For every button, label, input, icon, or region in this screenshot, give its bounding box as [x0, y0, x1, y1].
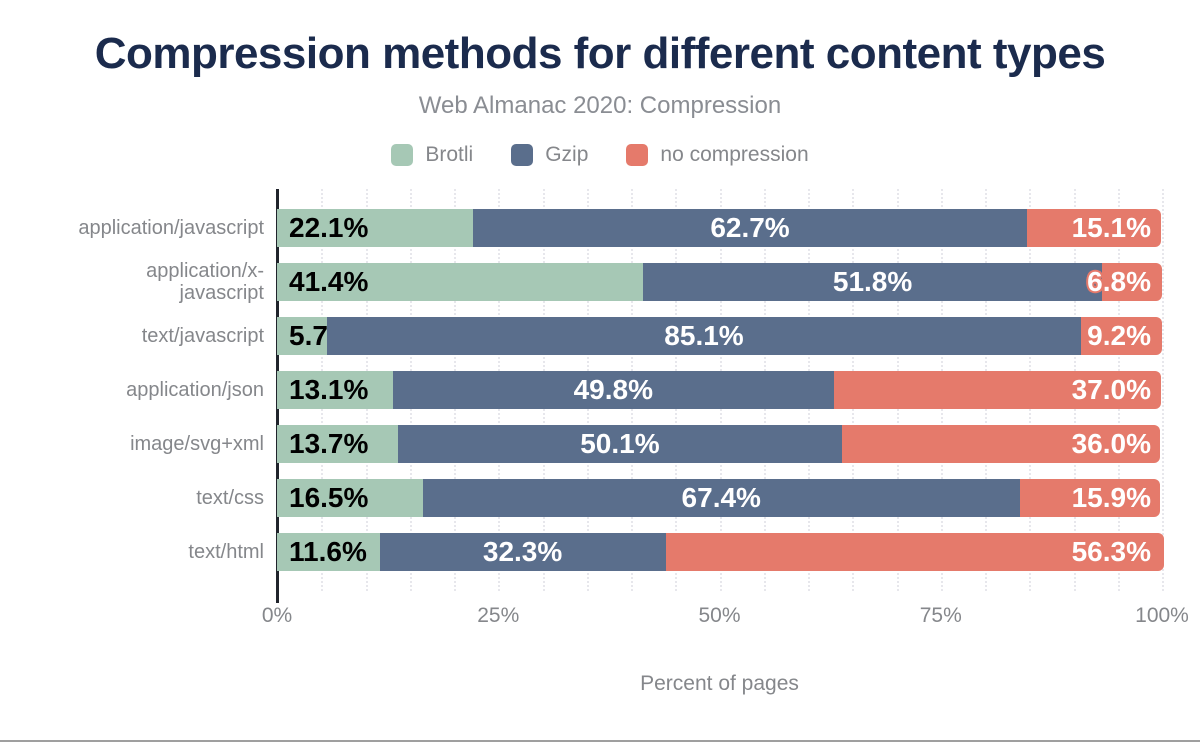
bar-row: 11.6% 32.3% 56.3% [277, 525, 1164, 579]
value-label-brotli: 16.5% [289, 482, 369, 514]
value-label-brotli: 22.1% [289, 212, 369, 244]
bar-segment-no-compression [833, 371, 1162, 410]
x-tick: 50% [698, 604, 741, 628]
value-label-no-compression: 15.9% [1071, 482, 1151, 514]
category-label: text/css [196, 487, 264, 510]
value-label-no-compression: 56.3% [1071, 536, 1151, 568]
legend-item-no-compression: no compression [626, 143, 809, 167]
bar-segment-gzip [379, 533, 666, 572]
bar-segment-gzip [643, 263, 1102, 302]
value-label-brotli: 13.7% [289, 428, 369, 460]
bar-segment-brotli [277, 209, 473, 248]
bar-segment-brotli [277, 263, 644, 302]
legend-label: no compression [660, 143, 809, 167]
brotli-swatch-icon [391, 144, 414, 167]
x-axis-label: Percent of pages [640, 672, 799, 696]
category-label: image/svg+xml [130, 433, 264, 456]
value-label-no-compression: 37.0% [1071, 374, 1151, 406]
category-label: text/javascript [141, 325, 264, 348]
value-label-no-compression: 9.2% [1087, 320, 1151, 352]
chart-title: Compression methods for different conten… [94, 29, 1106, 78]
bar-row: 16.5% 67.4% 15.9% [277, 471, 1162, 525]
value-label-gzip: 50.1% [580, 428, 660, 460]
x-tick: 0% [261, 604, 293, 628]
category-labels: application/javascript application/x-java… [0, 189, 277, 591]
gzip-swatch-icon [511, 144, 534, 167]
value-label-brotli: 41.4% [289, 266, 369, 298]
value-label-brotli: 13.1% [289, 374, 369, 406]
legend: Brotli Gzip no compression [0, 143, 1200, 167]
legend-label: Gzip [545, 143, 589, 167]
bar-segment-brotli [277, 317, 328, 356]
bar-segment-no-compression [841, 425, 1161, 464]
bar-row: 22.1% 62.7% 15.1% [277, 201, 1162, 255]
bar-segment-gzip [392, 371, 834, 410]
stacked-bar: 22.1% 62.7% 15.1% [277, 209, 1162, 248]
bar-row: 13.1% 49.8% 37.0% [277, 363, 1162, 417]
value-label-no-compression: 15.1% [1071, 212, 1151, 244]
stacked-bar: 11.6% 32.3% 56.3% [277, 533, 1164, 572]
value-label-gzip: 49.8% [573, 374, 653, 406]
value-label-gzip: 67.4% [681, 482, 761, 514]
legend-label: Brotli [425, 143, 474, 167]
plot-area: 22.1% 62.7% 15.1% 41.4% 51.8% 6.8% 5.7% 85.1% 9.… [276, 189, 1164, 604]
legend-item-gzip: Gzip [511, 143, 588, 167]
bar-rows: 22.1% 62.7% 15.1% 41.4% 51.8% 6.8% 5.7% 85.1% 9.… [277, 189, 1164, 591]
x-tick: 25% [477, 604, 520, 628]
bar-segment-no-compression [1101, 263, 1162, 302]
value-label-gzip: 32.3% [482, 536, 563, 568]
bar-segment-no-compression [1027, 209, 1162, 248]
bar-row: 41.4% 51.8% 6.8% [277, 255, 1162, 309]
legend-item-brotli: Brotli [391, 143, 473, 167]
bar-segment-gzip [327, 317, 1081, 356]
no-compression-swatch-icon [626, 144, 649, 167]
bar-segment-no-compression [1080, 317, 1162, 356]
bar-segment-brotli [277, 533, 380, 572]
x-axis-ticks: 0% 25% 50% 75% 100% [262, 604, 1189, 630]
value-label-gzip: 51.8% [832, 266, 913, 298]
x-tick: 100% [1135, 604, 1189, 628]
x-tick: 75% [919, 604, 962, 628]
bar-segment-brotli [277, 425, 399, 464]
category-label: application/x-javascript [146, 260, 264, 305]
gridline [1162, 189, 1164, 592]
stacked-bar: 5.7% 85.1% 9.2% [277, 317, 1162, 356]
stacked-bar: 41.4% 51.8% 6.8% [277, 263, 1162, 302]
category-label: text/html [188, 541, 264, 564]
bar-segment-gzip [472, 209, 1028, 248]
category-label: application/json [126, 379, 264, 402]
value-label-brotli: 11.6% [289, 536, 367, 568]
chart-subtitle: Web Almanac 2020: Compression [418, 92, 782, 119]
bar-segment-no-compression [1019, 479, 1161, 518]
bar-segment-brotli [277, 371, 393, 410]
bar-row: 13.7% 50.1% 36.0% [277, 417, 1162, 471]
bar-segment-gzip [423, 479, 1020, 518]
stacked-bar: 13.1% 49.8% 37.0% [277, 371, 1162, 410]
value-label-gzip: 62.7% [710, 212, 790, 244]
value-label-no-compression: 36.0% [1071, 428, 1151, 460]
bar-segment-gzip [398, 425, 842, 464]
stacked-bar: 13.7% 50.1% 36.0% [277, 425, 1162, 464]
bar-row: 5.7% 85.1% 9.2% [277, 309, 1162, 363]
bar-segment-brotli [277, 479, 424, 518]
bar-segment-no-compression [665, 533, 1164, 572]
value-label-no-compression: 6.8% [1087, 266, 1151, 298]
chart-area: application/javascript application/x-java… [0, 189, 1200, 604]
stacked-bar: 16.5% 67.4% 15.9% [277, 479, 1162, 518]
value-label-gzip: 85.1% [664, 320, 744, 352]
category-label: application/javascript [78, 217, 264, 240]
